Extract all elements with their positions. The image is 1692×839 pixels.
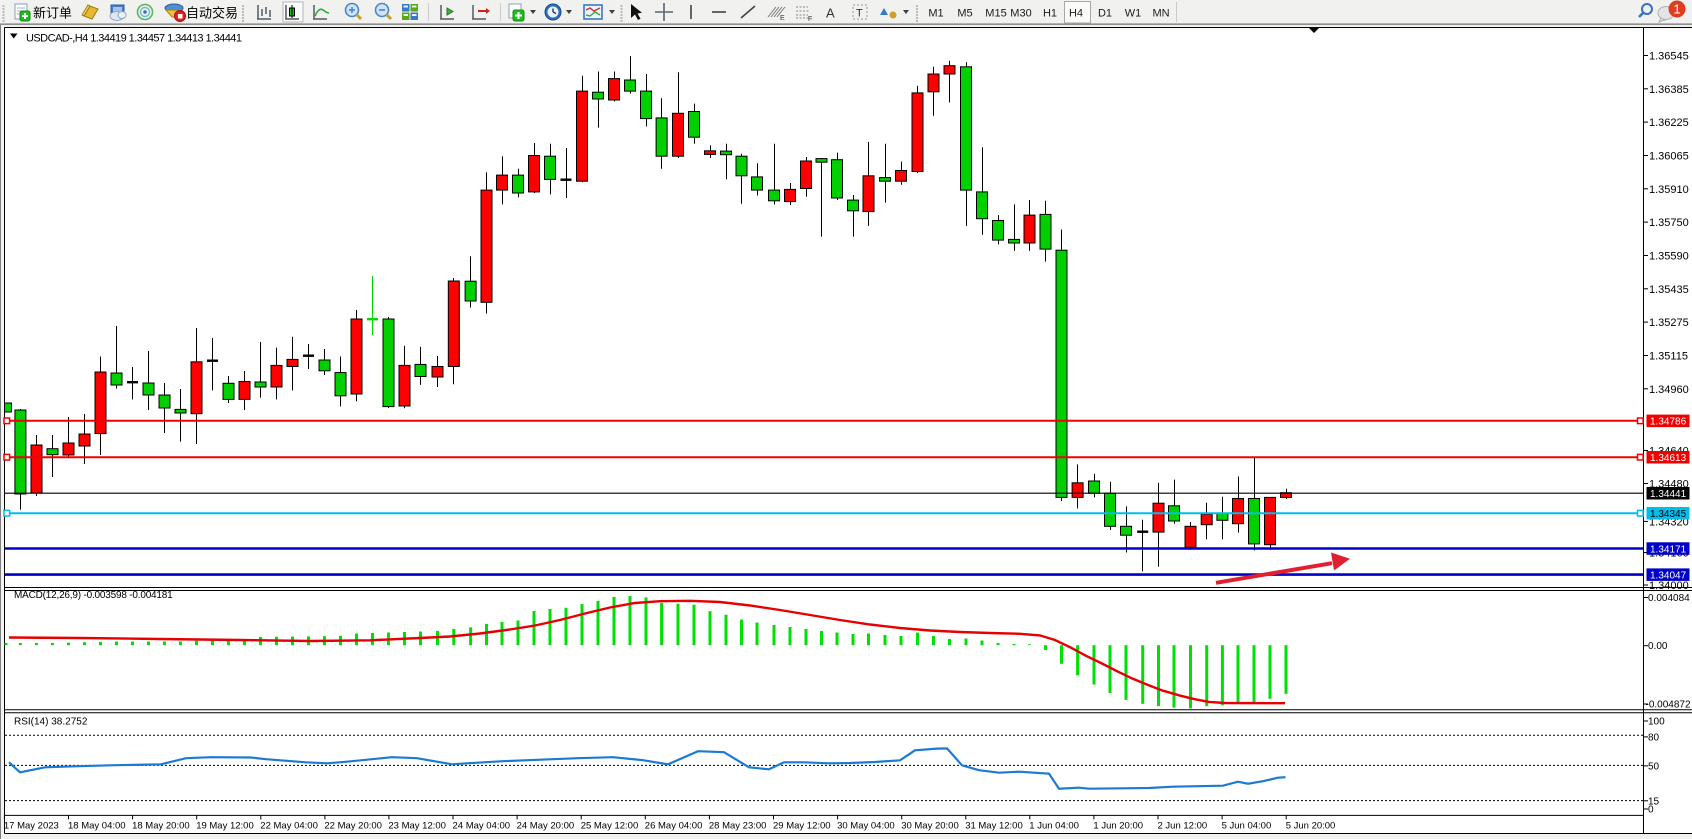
svg-text:1.35435: 1.35435 <box>1649 284 1689 296</box>
svg-text:自动交易: 自动交易 <box>186 6 238 21</box>
svg-text:23 May 12:00: 23 May 12:00 <box>388 821 446 832</box>
svg-text:1.35590: 1.35590 <box>1649 251 1689 263</box>
svg-text:W1: W1 <box>1125 8 1142 20</box>
svg-text:M30: M30 <box>1010 8 1031 20</box>
svg-text:50: 50 <box>1648 761 1660 772</box>
svg-text:0.004084: 0.004084 <box>1648 593 1690 604</box>
svg-text:1.36385: 1.36385 <box>1649 84 1689 96</box>
svg-text:17 May 2023: 17 May 2023 <box>4 821 59 832</box>
svg-text:D1: D1 <box>1098 8 1112 20</box>
svg-text:18 May 20:00: 18 May 20:00 <box>132 821 190 832</box>
svg-text:1.34345: 1.34345 <box>1650 509 1687 520</box>
svg-text:2 Jun 12:00: 2 Jun 12:00 <box>1158 821 1208 832</box>
svg-text:RSI(14) 38.2752: RSI(14) 38.2752 <box>14 717 88 728</box>
svg-text:1.34613: 1.34613 <box>1650 453 1687 464</box>
svg-text:30 May 04:00: 30 May 04:00 <box>837 821 895 832</box>
svg-text:5 Jun 20:00: 5 Jun 20:00 <box>1286 821 1336 832</box>
svg-text:1.35275: 1.35275 <box>1649 317 1689 329</box>
svg-text:0.00: 0.00 <box>1648 641 1668 652</box>
svg-text:MN: MN <box>1152 8 1169 20</box>
svg-text:新订单: 新订单 <box>33 6 72 21</box>
svg-text:1.34960: 1.34960 <box>1649 384 1689 396</box>
svg-text:M15: M15 <box>985 8 1006 20</box>
svg-text:1.35750: 1.35750 <box>1649 217 1689 229</box>
svg-text:29 May 12:00: 29 May 12:00 <box>773 821 831 832</box>
svg-text:24 May 04:00: 24 May 04:00 <box>453 821 511 832</box>
svg-text:F: F <box>808 16 812 23</box>
svg-text:1.36065: 1.36065 <box>1649 151 1689 163</box>
svg-text:1.34441: 1.34441 <box>1650 489 1687 500</box>
svg-text:28 May 23:00: 28 May 23:00 <box>709 821 767 832</box>
svg-text:0: 0 <box>1648 805 1654 816</box>
svg-text:18 May 04:00: 18 May 04:00 <box>68 821 126 832</box>
svg-text:T: T <box>856 8 863 20</box>
svg-text:25 May 12:00: 25 May 12:00 <box>581 821 639 832</box>
svg-text:1 Jun 20:00: 1 Jun 20:00 <box>1093 821 1143 832</box>
svg-text:1.35910: 1.35910 <box>1649 184 1689 196</box>
svg-text:H1: H1 <box>1043 8 1057 20</box>
svg-text:5 Jun 04:00: 5 Jun 04:00 <box>1222 821 1272 832</box>
svg-text:30 May 20:00: 30 May 20:00 <box>901 821 959 832</box>
svg-text:1.34786: 1.34786 <box>1650 417 1687 428</box>
svg-text:USDCAD-,H4 1.34419 1.34457 1.: USDCAD-,H4 1.34419 1.34457 1.34413 1.344… <box>26 33 242 45</box>
svg-text:-0.004872: -0.004872 <box>1646 700 1691 711</box>
svg-text:M1: M1 <box>928 8 943 20</box>
svg-text:A: A <box>826 6 835 21</box>
svg-text:1 Jun 04:00: 1 Jun 04:00 <box>1029 821 1079 832</box>
svg-text:19 May 12:00: 19 May 12:00 <box>196 821 254 832</box>
svg-text:1.35115: 1.35115 <box>1649 351 1688 363</box>
svg-text:M5: M5 <box>957 8 972 20</box>
svg-text:1.34047: 1.34047 <box>1650 570 1687 581</box>
svg-text:80: 80 <box>1648 732 1660 743</box>
svg-text:22 May 04:00: 22 May 04:00 <box>260 821 318 832</box>
svg-text:100: 100 <box>1648 717 1665 728</box>
svg-text:1.34000: 1.34000 <box>1649 580 1689 592</box>
svg-text:1.36225: 1.36225 <box>1649 117 1689 129</box>
svg-text:1: 1 <box>1673 2 1680 17</box>
svg-text:15: 15 <box>1648 796 1660 807</box>
svg-text:1.36545: 1.36545 <box>1649 51 1689 63</box>
svg-text:24 May 20:00: 24 May 20:00 <box>517 821 575 832</box>
svg-text:26 May 04:00: 26 May 04:00 <box>645 821 703 832</box>
svg-text:H4: H4 <box>1069 8 1083 20</box>
svg-text:31 May 12:00: 31 May 12:00 <box>965 821 1023 832</box>
svg-text:MACD(12,26,9) -0.003598 -0.004: MACD(12,26,9) -0.003598 -0.004181 <box>14 590 173 601</box>
svg-text:E: E <box>780 15 785 22</box>
svg-text:22 May 20:00: 22 May 20:00 <box>324 821 382 832</box>
svg-text:1.34171: 1.34171 <box>1650 544 1687 555</box>
